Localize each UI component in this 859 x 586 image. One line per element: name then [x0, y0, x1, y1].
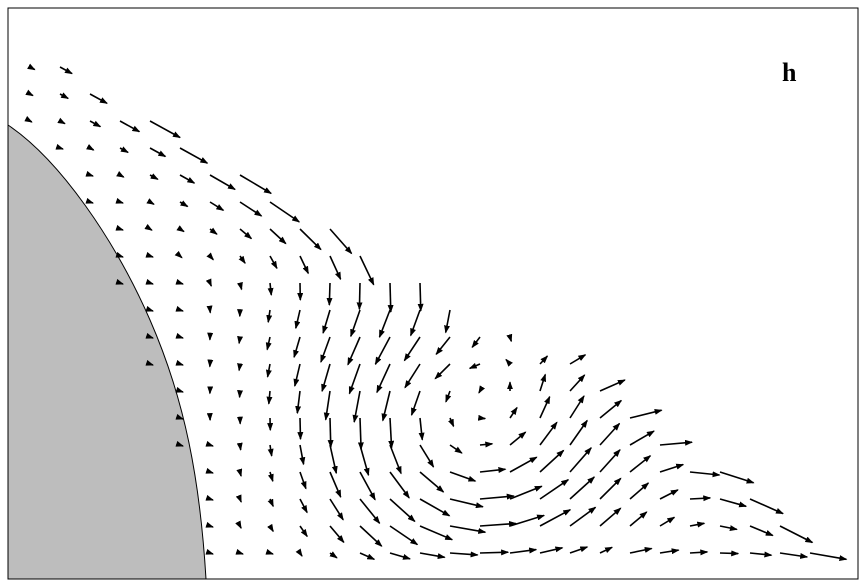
- velocity-arrow: [210, 526, 213, 527]
- velocity-arrow: [150, 229, 152, 230]
- velocity-arrow: [90, 175, 93, 176]
- velocity-arrow: [360, 418, 361, 449]
- velocity-arrow: [690, 498, 710, 499]
- velocity-arrow: [210, 445, 213, 446]
- velocity-arrow: [150, 337, 153, 338]
- velocity-arrow: [150, 256, 153, 257]
- velocity-arrow: [239, 364, 240, 370]
- velocity-arrow: [180, 418, 183, 419]
- velocity-arrow: [120, 283, 123, 284]
- velocity-arrow: [210, 553, 213, 554]
- velocity-arrow: [240, 445, 241, 450]
- velocity-arrow: [210, 472, 213, 473]
- velocity-arrow: [420, 283, 421, 311]
- velocity-arrow: [240, 472, 241, 476]
- velocity-arrow: [239, 337, 240, 343]
- velocity-arrow: [330, 418, 331, 447]
- velocity-arrow: [30, 121, 32, 122]
- velocity-arrow: [390, 283, 391, 312]
- velocity-arrow: [480, 418, 485, 419]
- velocity-arrow: [300, 418, 301, 439]
- velocity-arrow: [240, 526, 241, 528]
- velocity-arrow: [180, 445, 183, 446]
- velocity-arrow: [120, 202, 123, 203]
- velocity-arrow: [90, 202, 93, 203]
- velocity-arrow: [479, 391, 480, 393]
- velocity-arrow: [690, 552, 707, 553]
- velocity-arrow: [240, 553, 243, 554]
- velocity-arrow: [150, 283, 153, 284]
- velocity-arrow: [240, 499, 241, 502]
- velocity-arrow: [120, 256, 123, 257]
- velocity-arrow: [210, 499, 213, 500]
- velocity-arrow: [150, 310, 153, 311]
- velocity-arrow: [270, 553, 273, 554]
- velocity-arrow: [329, 283, 330, 305]
- velocity-arrow: [480, 552, 508, 553]
- panel-label: h: [782, 60, 796, 86]
- velocity-arrow: [150, 364, 153, 365]
- velocity-arrow: [180, 337, 183, 338]
- velocity-arrow: [359, 283, 360, 309]
- velocity-arrow: [180, 364, 183, 365]
- velocity-arrow: [60, 148, 63, 149]
- velocity-arrow: [180, 310, 183, 311]
- velocity-arrow: [720, 553, 738, 554]
- velocity-arrow: [120, 229, 123, 230]
- velocity-arrow: [180, 391, 183, 392]
- velocity-arrow: [180, 283, 183, 284]
